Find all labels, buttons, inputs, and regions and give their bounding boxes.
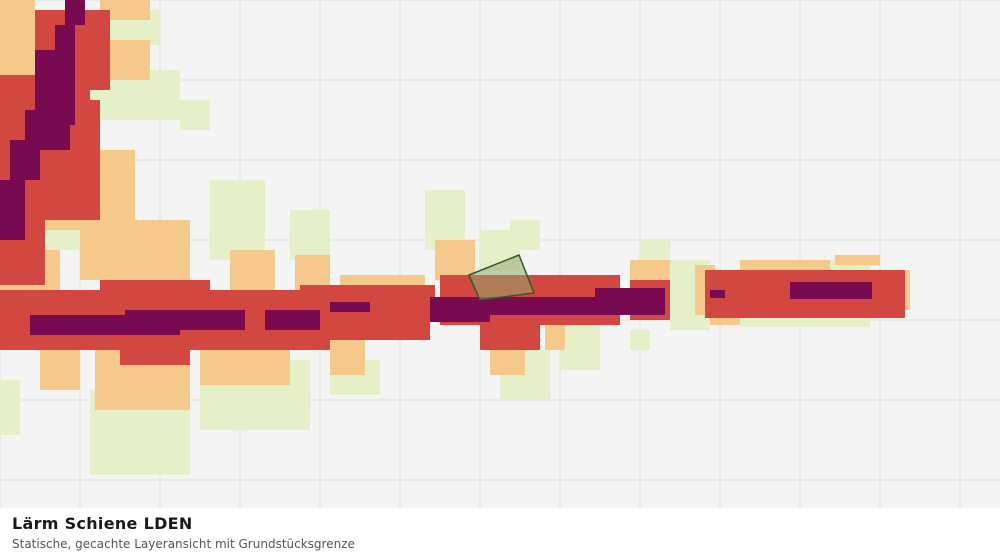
noise-zones <box>0 0 910 475</box>
zone-medium <box>100 0 150 20</box>
zone-medium <box>710 315 740 325</box>
zone-very-high <box>595 288 665 306</box>
zone-low <box>210 180 265 260</box>
zone-medium <box>835 255 880 265</box>
zone-very-high <box>125 310 245 330</box>
layer-title: Lärm Schiene LDEN <box>12 514 193 533</box>
zone-medium <box>435 240 475 280</box>
zone-medium <box>740 260 830 270</box>
zone-low <box>560 320 600 370</box>
zone-low <box>40 230 80 250</box>
zone-low <box>0 380 20 435</box>
zone-medium <box>40 350 80 390</box>
zone-low <box>630 330 650 350</box>
zone-medium <box>230 250 275 295</box>
zone-very-high <box>790 282 872 299</box>
layer-subtitle: Statische, gecachte Layeransicht mit Gru… <box>12 537 355 551</box>
zone-very-high <box>0 180 25 240</box>
caption-panel: Lärm Schiene LDEN Statische, gecachte La… <box>0 508 1000 560</box>
zone-low <box>180 100 210 130</box>
noise-map <box>0 0 1000 508</box>
zone-very-high <box>330 302 370 312</box>
zone-very-high <box>710 290 725 298</box>
zone-very-high <box>430 310 490 322</box>
zone-very-high <box>265 310 320 330</box>
zone-very-high <box>10 140 40 180</box>
zone-high <box>480 320 540 350</box>
zone-very-high <box>35 50 75 110</box>
zone-high <box>120 340 190 365</box>
zone-very-high <box>65 0 85 25</box>
parcel-boundary <box>468 254 536 301</box>
zone-low <box>510 220 540 250</box>
zone-high <box>100 280 210 300</box>
zone-low <box>290 210 330 260</box>
zone-high <box>710 300 855 315</box>
zone-high <box>385 285 435 300</box>
zone-medium <box>80 220 190 280</box>
zone-medium <box>545 325 565 350</box>
